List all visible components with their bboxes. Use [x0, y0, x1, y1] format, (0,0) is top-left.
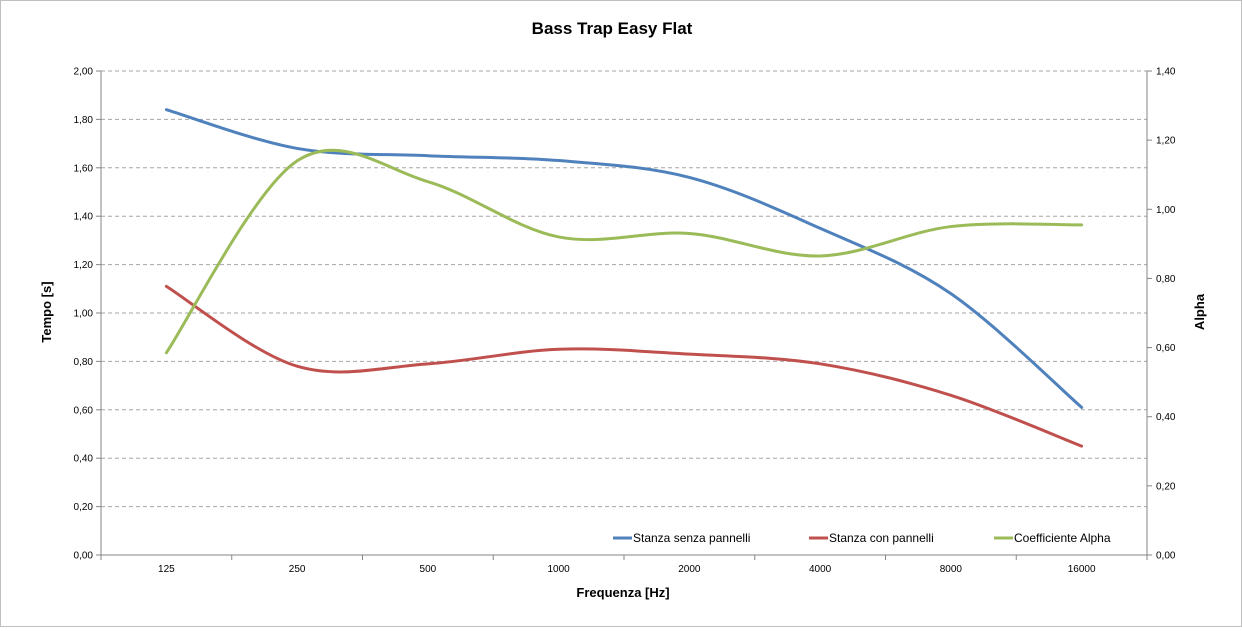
- y2-tick-label: 0,20: [1156, 481, 1176, 492]
- x-tick-label: 1000: [548, 564, 571, 575]
- y-tick-label: 0,20: [74, 502, 94, 513]
- x-tick-label: 16000: [1068, 564, 1096, 575]
- x-tick-label: 125: [158, 564, 175, 575]
- y-tick-label: 0,00: [74, 551, 94, 562]
- axes: [96, 71, 1152, 560]
- y-tick-label: 1,80: [74, 115, 94, 126]
- y-tick-label: 1,00: [74, 309, 94, 320]
- y-tick-label: 0,40: [74, 454, 94, 465]
- y-tick-label: 0,60: [74, 405, 94, 416]
- x-tick-label: 500: [420, 564, 437, 575]
- y-tick-label: 1,20: [74, 260, 94, 271]
- legend: Stanza senza pannelli Stanza con pannelli…: [613, 531, 1111, 545]
- y2-tick-label: 0,40: [1156, 412, 1176, 423]
- legend-label-stanza-senza-pannelli: Stanza senza pannelli: [633, 531, 750, 545]
- x-tick-label: 4000: [809, 564, 832, 575]
- y2-tick-label: 1,40: [1156, 67, 1176, 78]
- y2-axis-title: Alpha: [1192, 293, 1207, 330]
- series-lines: [166, 110, 1081, 446]
- y-tick-label: 1,40: [74, 212, 94, 223]
- y2-tick-label: 0,00: [1156, 551, 1176, 562]
- y-tick-label: 2,00: [74, 67, 94, 78]
- x-axis-ticks: 125 250 500 1000 2000 4000 8000 16000: [158, 564, 1096, 575]
- y2-tick-label: 1,00: [1156, 205, 1176, 216]
- gridlines: [101, 71, 1147, 507]
- series-line-stanza-con-pannelli: [166, 286, 1081, 446]
- legend-label-coefficiente-alpha: Coefficiente Alpha: [1014, 531, 1111, 545]
- y2-tick-label: 0,60: [1156, 343, 1176, 354]
- right-axis-ticks: 0,00 0,20 0,40 0,60 0,80 1,00 1,20 1,40: [1156, 67, 1176, 562]
- series-line-coefficiente-alpha: [166, 150, 1081, 352]
- series-line-stanza-senza-pannelli: [166, 110, 1081, 408]
- x-tick-label: 250: [289, 564, 306, 575]
- y2-tick-label: 1,20: [1156, 136, 1176, 147]
- legend-label-stanza-con-pannelli: Stanza con pannelli: [829, 531, 934, 545]
- y2-tick-label: 0,80: [1156, 274, 1176, 285]
- left-axis-ticks: 0,00 0,20 0,40 0,60 0,80 1,00 1,20 1,40 1,60 1,80…: [74, 67, 94, 562]
- x-axis-title: Frequenza [Hz]: [576, 585, 669, 600]
- y-axis-title: Tempo [s]: [39, 281, 54, 342]
- y-tick-label: 1,60: [74, 163, 94, 174]
- x-tick-label: 2000: [678, 564, 701, 575]
- x-tick-label: 8000: [940, 564, 963, 575]
- chart-title: Bass Trap Easy Flat: [532, 19, 693, 38]
- y-tick-label: 0,80: [74, 357, 94, 368]
